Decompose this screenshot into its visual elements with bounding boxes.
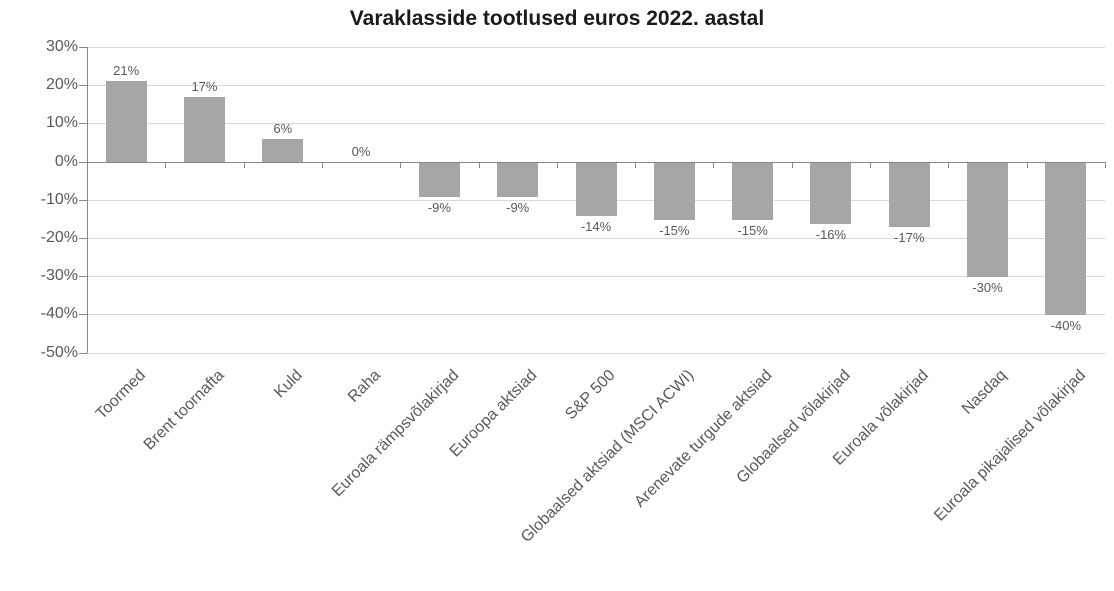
y-axis-label: -40% [40, 305, 78, 323]
zero-axis-line [87, 161, 1105, 163]
bar-value-label: 0% [351, 143, 371, 159]
x-axis-tick [556, 161, 558, 168]
y-axis-tick [79, 199, 87, 201]
bar [732, 162, 774, 220]
bar-value-label: 21% [113, 63, 140, 79]
bar-value-label: -17% [894, 230, 925, 246]
x-axis-tick [478, 161, 480, 168]
x-axis-label: S&P 500 [562, 366, 619, 424]
y-axis-tick [79, 161, 87, 163]
x-axis-label: Raha [344, 366, 384, 406]
bar-value-label: -9% [427, 199, 451, 215]
bar [497, 162, 539, 197]
x-axis-label: Kuld [270, 366, 306, 402]
gridline [87, 237, 1105, 239]
bar-value-label: -9% [506, 199, 530, 215]
x-axis-tick [870, 161, 872, 168]
x-axis-tick [165, 161, 167, 168]
gridline [87, 85, 1105, 87]
x-axis-label: Toormed [92, 366, 149, 423]
y-axis-label: 20% [45, 76, 78, 94]
bar [575, 162, 617, 217]
gridline [87, 47, 1105, 48]
y-axis-tick [79, 47, 87, 48]
y-axis-tick [79, 85, 87, 87]
x-axis-tick [713, 161, 715, 168]
x-axis-label: Brent toornafta [140, 366, 228, 454]
y-axis-label: -20% [40, 228, 78, 246]
y-axis-tick [79, 123, 87, 125]
bar-value-label: -14% [580, 219, 612, 235]
x-axis-label: Arenevate turgude aktsiad [631, 366, 776, 511]
y-axis-label: -50% [40, 343, 78, 361]
bar [653, 162, 695, 220]
x-axis-tick [400, 161, 402, 168]
bar [183, 96, 225, 162]
bar [418, 162, 460, 197]
bar-value-label: 17% [191, 78, 218, 94]
y-axis-tick [79, 276, 87, 278]
x-axis-tick [948, 161, 950, 168]
gridline [87, 123, 1105, 125]
bar-value-label: -15% [737, 222, 768, 238]
x-axis-label: Euroala rämpsvõlakirjad [328, 366, 463, 501]
x-axis-label: Nasdaq [959, 366, 1011, 418]
x-axis-tick [1105, 161, 1106, 168]
x-axis-label: Euroala pikajalised võlakirjad [930, 366, 1089, 525]
gridline [87, 352, 1105, 354]
y-axis-label: -30% [40, 267, 78, 285]
bar-value-label: -30% [972, 280, 1003, 296]
bar [888, 162, 930, 228]
gridline [87, 276, 1105, 278]
bar [810, 162, 852, 224]
y-axis-tick [79, 237, 87, 239]
bar [105, 81, 147, 162]
bar [967, 162, 1009, 278]
x-axis-tick [87, 161, 88, 168]
bar-value-label: 6% [273, 120, 293, 136]
y-axis-label: 0% [54, 152, 78, 170]
y-axis-tick [79, 314, 87, 316]
chart-title: Varaklasside tootlused euros 2022. aasta… [349, 7, 765, 30]
bar-value-label: -16% [815, 226, 847, 242]
y-axis-label: -10% [40, 190, 78, 208]
y-axis-label: 30% [45, 38, 78, 55]
y-axis-line [87, 47, 88, 353]
y-axis-label: 10% [45, 114, 78, 132]
bar-value-label: -15% [659, 222, 690, 238]
bar [262, 138, 304, 162]
x-axis-tick [243, 161, 245, 168]
x-axis-tick [635, 161, 637, 168]
x-axis-tick [791, 161, 793, 168]
bar-value-label: -40% [1050, 318, 1082, 334]
x-axis-tick [1026, 161, 1028, 168]
gridline [87, 314, 1105, 316]
x-axis-tick [321, 161, 323, 168]
y-axis-tick [79, 352, 87, 354]
bar [1045, 162, 1087, 316]
